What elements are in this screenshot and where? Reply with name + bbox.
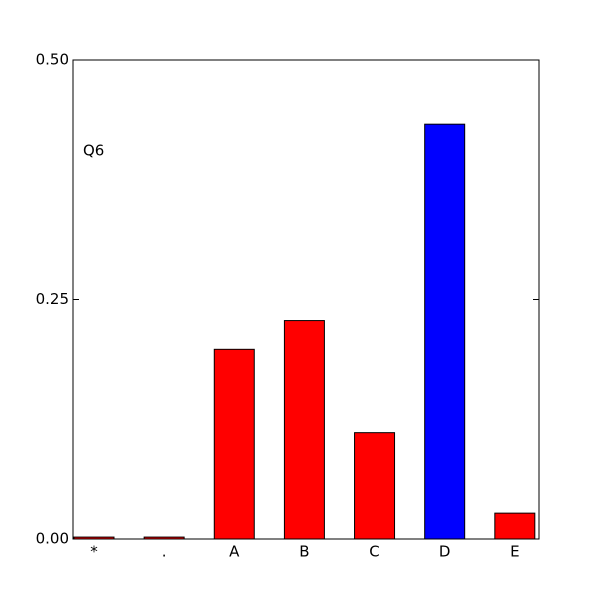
bar [494,512,536,540]
y-tick-label: 0.00 [36,530,69,548]
bar [283,320,325,540]
x-tick-label: E [510,543,519,561]
x-tick-label: * [90,543,98,561]
x-tick-label: C [369,543,379,561]
annotation: Q6 [83,142,104,160]
x-tick-label: B [299,543,309,561]
x-tick-label: . [162,543,167,561]
x-tick-label: A [229,543,240,561]
bar [213,348,255,540]
bar [354,432,396,540]
y-tick-label: 0.25 [36,290,69,308]
bar [424,123,466,540]
x-tick-label: D [439,543,451,561]
y-tick-label: 0.50 [36,51,69,69]
